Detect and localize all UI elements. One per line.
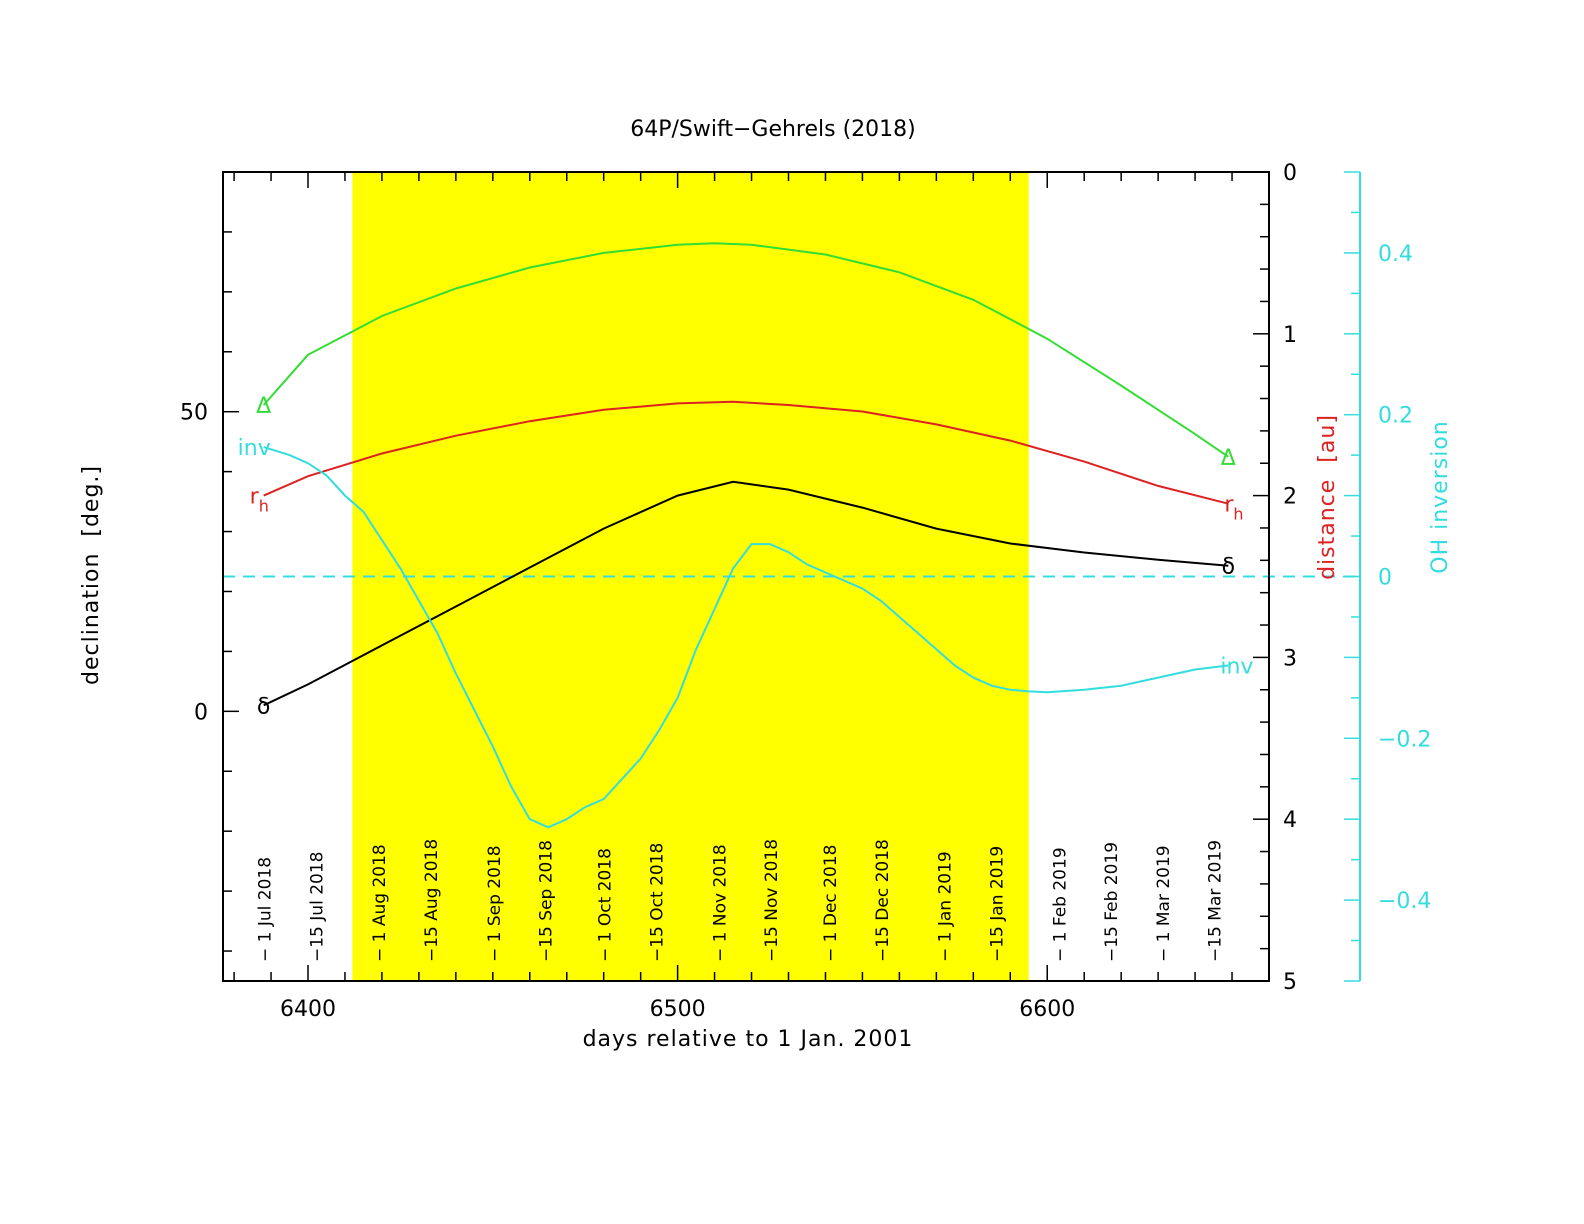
series-label-3: inv	[238, 436, 271, 461]
distance-tick-label: 2	[1283, 485, 1297, 510]
series-label-main: r	[1224, 493, 1234, 518]
distance-tick-label: 0	[1283, 161, 1297, 186]
left-tick-label: 50	[180, 401, 208, 426]
distance-tick-label: 4	[1283, 808, 1297, 833]
series-label-main: inv	[1220, 654, 1253, 679]
x-tick-label: 6400	[280, 997, 336, 1022]
distance-axis-title-unit: [au]	[1315, 414, 1340, 463]
inversion-axis-title-text: OH inversion	[1428, 420, 1453, 574]
series-group	[262, 242, 1229, 829]
date-label: −15 Jan 2019	[988, 846, 1008, 962]
series-label-2: δ	[1222, 555, 1235, 580]
date-label: − 1 Oct 2018	[596, 848, 616, 962]
series-label-1: rh	[1224, 493, 1243, 524]
inversion-tick-label: 0.2	[1378, 404, 1413, 429]
series-line-1	[263, 400, 1229, 505]
series-label-3: inv	[1220, 654, 1253, 679]
inversion-tick-label: −0.2	[1378, 727, 1431, 752]
date-label: −15 Nov 2018	[762, 839, 782, 962]
distance-axis-title-name: distance	[1315, 479, 1340, 580]
date-label: −15 Mar 2019	[1206, 840, 1226, 962]
date-label: −15 Dec 2018	[873, 839, 893, 962]
inversion-axis-title: OH inversion	[1428, 420, 1453, 574]
date-label: − 1 Nov 2018	[710, 844, 730, 962]
chart-title: 64P/Swift−Gehrels (2018)	[630, 117, 916, 142]
x-axis-title: days relative to 1 Jan. 2001	[583, 1027, 914, 1052]
left-axis-title-unit: [deg.]	[79, 465, 104, 537]
date-label: − 1 Jul 2018	[256, 857, 276, 962]
date-label: − 1 Feb 2019	[1050, 847, 1070, 962]
series-label-main: Δ	[1221, 446, 1236, 471]
x-tick-label: 6500	[650, 997, 706, 1022]
distance-tick-label: 5	[1283, 970, 1297, 995]
axes-group: 6400 6500 6600 0 50 0 1 2 3 4 5 −0.4 −0.2 0 0.2 0.4	[180, 161, 1431, 1022]
series-label-0: Δ	[256, 394, 271, 419]
date-label: −15 Sep 2018	[537, 840, 557, 962]
left-axis-title: declination [deg.]	[79, 465, 104, 685]
inversion-tick-label: −0.4	[1378, 889, 1431, 914]
series-line-0	[262, 242, 1229, 458]
series-label-1: rh	[250, 485, 269, 516]
x-tick-label: 6600	[1019, 997, 1075, 1022]
series-label-main: r	[250, 485, 260, 510]
plot-frame	[222, 171, 1270, 982]
series-line-2	[263, 480, 1229, 707]
distance-tick-label: 1	[1283, 323, 1297, 348]
series-label-sub: h	[259, 497, 269, 516]
left-tick-label: 0	[194, 700, 208, 725]
date-label: − 1 Dec 2018	[821, 845, 841, 962]
series-label-main: δ	[257, 694, 270, 719]
date-label: − 1 Jan 2019	[936, 851, 956, 962]
date-labels: − 1 Jul 2018 −15 Jul 2018 − 1 Aug 2018 −15 …	[256, 839, 1226, 962]
date-label: − 1 Sep 2018	[485, 845, 505, 962]
inversion-tick-label: 0.4	[1378, 242, 1413, 267]
date-label: −15 Oct 2018	[647, 843, 667, 962]
series-label-2: δ	[257, 694, 270, 719]
series-label-0: Δ	[1221, 446, 1236, 471]
series-label-main: δ	[1222, 555, 1235, 580]
date-label: −15 Aug 2018	[422, 839, 442, 962]
date-label: − 1 Aug 2018	[370, 844, 390, 962]
distance-tick-label: 3	[1283, 646, 1297, 671]
date-label: −15 Jul 2018	[307, 852, 327, 962]
inversion-tick-label: 0	[1378, 566, 1392, 591]
left-axis-title-name: declination	[79, 553, 104, 685]
svg-text:declination [deg.]: declination [deg.]	[79, 465, 104, 685]
distance-axis-title: distance [au]	[1315, 414, 1340, 580]
date-label: − 1 Mar 2019	[1154, 845, 1174, 962]
series-line-3	[263, 446, 1229, 829]
svg-text:distance [au]: distance [au]	[1315, 414, 1340, 580]
date-label: −15 Feb 2019	[1102, 842, 1122, 962]
series-label-main: inv	[238, 436, 271, 461]
series-label-main: Δ	[256, 394, 271, 419]
series-label-sub: h	[1233, 505, 1243, 524]
